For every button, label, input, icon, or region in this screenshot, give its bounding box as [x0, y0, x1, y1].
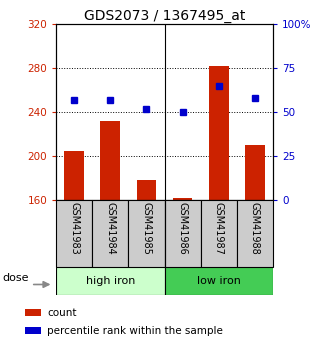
Bar — [64, 151, 84, 200]
Bar — [201, 200, 237, 267]
Bar — [100, 121, 120, 200]
Bar — [92, 200, 128, 267]
Text: GSM41985: GSM41985 — [142, 202, 152, 255]
Bar — [56, 267, 164, 295]
Bar — [245, 145, 265, 200]
Text: low iron: low iron — [197, 276, 241, 286]
Text: GSM41983: GSM41983 — [69, 202, 79, 255]
Text: GSM41986: GSM41986 — [178, 202, 187, 255]
Bar — [164, 267, 273, 295]
Bar — [173, 198, 193, 200]
Bar — [237, 200, 273, 267]
Text: high iron: high iron — [86, 276, 135, 286]
Bar — [25, 327, 41, 334]
Text: dose: dose — [3, 273, 29, 283]
Text: percentile rank within the sample: percentile rank within the sample — [47, 326, 223, 336]
Text: GSM41987: GSM41987 — [214, 202, 224, 255]
Bar — [56, 200, 92, 267]
Bar — [136, 180, 156, 200]
Bar — [128, 200, 164, 267]
Bar — [25, 309, 41, 316]
Bar — [209, 66, 229, 200]
Title: GDS2073 / 1367495_at: GDS2073 / 1367495_at — [84, 9, 245, 23]
Text: count: count — [47, 308, 77, 318]
Text: GSM41988: GSM41988 — [250, 202, 260, 255]
Bar — [164, 200, 201, 267]
Text: GSM41984: GSM41984 — [105, 202, 115, 255]
